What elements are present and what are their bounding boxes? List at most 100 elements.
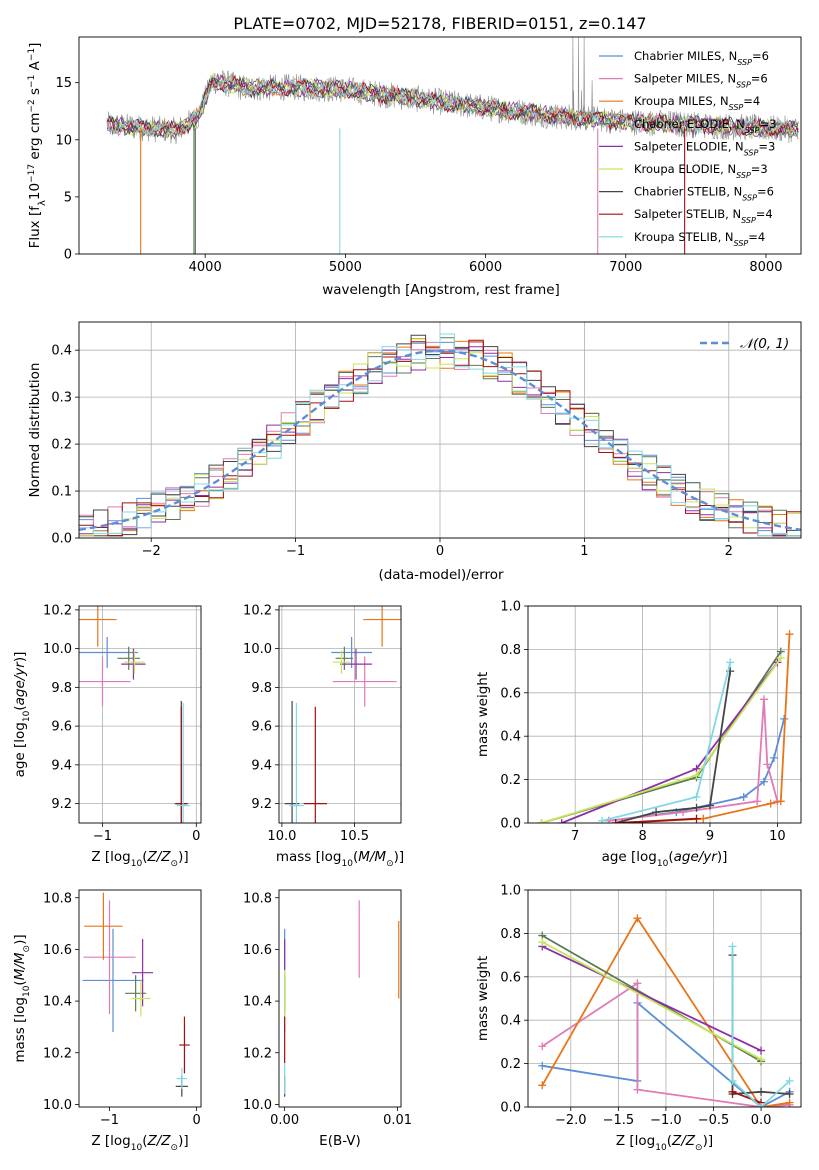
mass_vs_ebv-points [284,900,400,1097]
weight_vs_Z-xtick-label: −0.5 [698,1113,730,1128]
weight_vs_age-ytick-label: 0.8 [500,643,521,658]
marker-kroupa-elodie [692,771,701,780]
spectrum-ytick-label: 5 [64,190,72,205]
residuals-frame [78,321,802,539]
marker-salpeter-miles [633,979,642,988]
series-salpeter-stelib [615,817,697,823]
age_vs_Z-points [79,606,190,823]
mass_vs_ebv-ytick-label: 10.6 [243,943,272,958]
spectrum-ylabel: Flux [fλ10−17 erg cm−2 s−1 A−1] [27,43,48,249]
legend-label-salpeter-elodie: Salpeter ELODIE, NSSP=3 [634,139,775,157]
mass_vs_ebv-ytick-label: 10.2 [243,1046,272,1061]
residuals-xtick-label: 1 [580,544,588,559]
age_vs_mass-ytick-label: 9.2 [251,797,272,812]
weight_vs_age-xtick-label: 7 [571,829,579,844]
weight_vs_Z-xtick-label: −2.0 [555,1113,587,1128]
mass_vs_Z-xlabel: Z [log10(Z/Z⊙)] [91,1133,188,1153]
weight_vs_age-ylabel: mass weight [475,672,491,757]
spectrum-model-kroupa-miles [106,74,799,140]
marker-kroupa-elodie [776,654,785,663]
marker-chabrier-stelib [706,801,714,810]
weight_vs_age-xtick-label: 10 [769,829,786,844]
weight_vs_Z-series [538,914,794,1107]
residual-histograms [79,333,801,537]
weight_vs_Z-xtick-label: 0.0 [751,1113,772,1128]
series-kroupa-miles [541,916,790,1107]
weight_vs_age-ytick-label: 1.0 [500,600,521,615]
weight_vs_age-xlabel: age [log10(age/yr)] [602,849,728,869]
mass_vs_ebv-ytick-label: 10.0 [243,1098,272,1113]
spectrum-frame [78,36,802,255]
marker-chabrier-stelib [757,1087,766,1096]
age_vs_Z-ytick-label: 9.6 [51,720,72,735]
marker-kroupa-miles [785,1098,794,1107]
residuals-xtick-label: 0 [436,544,444,559]
mass_vs_Z-xtick-label: 0 [193,1113,201,1128]
weight_vs_Z-xtick-label: −1.5 [603,1113,635,1128]
weight_vs_Z-ytick-label: 1.0 [500,884,521,899]
marker-chabrier-stelib [692,803,701,812]
marker-chabrier-miles [770,753,779,762]
marker-kroupa-miles [699,814,708,823]
age_vs_Z-xtick-label: 0 [192,829,200,844]
marker-salpeter-miles [538,1042,547,1051]
spectrum-xtick-label: 4000 [189,260,222,275]
spectrum-legend: Chabrier MILES, NSSP=6 Salpeter MILES, NS… [599,49,776,247]
marker-chabrier-miles [759,777,768,786]
legend-label-normal: 𝒩(0, 1) [740,336,789,352]
marker-chabrier-stelib [652,808,661,817]
marker-kroupa-miles [785,630,794,639]
spectrum-lines [106,37,799,254]
series-salpeter-stelib [732,1090,762,1104]
weight_vs_age-ytick-label: 0.0 [500,817,521,832]
mass_vs_Z-frame [78,889,202,1108]
weight_vs_age-series [537,630,794,823]
mass_vs_Z-ytick-label: 10.6 [43,943,72,958]
legend-label-chabrier-elodie: Chabrier ELODIE, NSSP=3 [634,117,776,135]
age_vs_mass-ytick-label: 9.6 [251,720,272,735]
histogram-kroupa-stelib [79,333,801,537]
series-salpeter-elodie [541,945,762,1052]
marker-kroupa-miles [633,914,642,923]
age_vs_mass-ytick-label: 9.8 [251,681,272,696]
series-kroupa-miles [622,634,791,823]
spectrum-ytick-label: 15 [55,76,72,91]
emission-line [572,37,574,117]
spectrum-xtick-label: 6000 [469,260,502,275]
residuals-xtick-label: −2 [142,544,161,559]
mass_vs_Z-ytick-label: 10.0 [43,1098,72,1113]
mass_vs_Z-points [82,892,190,1097]
age_vs_Z-frame [78,605,202,824]
age_vs_Z-ylabel: age [log10(age/yr)] [12,652,32,778]
marker-chabrier-miles [538,1061,547,1070]
figure-title: PLATE=0702, MJD=52178, FIBERID=0151, z=0… [233,14,646,33]
weight_vs_age-xtick-label: 9 [706,829,714,844]
marker-salpeter-elodie [557,819,566,823]
residuals-xlabel: (data-model)/error [378,567,504,583]
series-kroupa-elodie [541,657,782,823]
weight_vs_Z-xlabel: Z [log10(Z/Z⊙)] [616,1133,713,1153]
residuals-ylabel: Normed distribution [27,363,43,498]
mass_vs_ebv-xtick-label: 0.00 [270,1113,299,1128]
marker-salpeter-miles [753,797,762,806]
marker-kroupa-stelib [598,816,607,823]
spectrum-model-kroupa-stelib [106,74,799,138]
age_vs_mass-ytick-label: 9.4 [251,758,272,773]
marker-kroupa-stelib [728,942,737,951]
residuals-ytick-label: 0.4 [51,344,72,359]
marker-kroupa-elodie [757,1055,766,1064]
residuals-ytick-label: 0.3 [51,391,72,406]
weight_vs_age-ytick-label: 0.4 [500,730,521,745]
age_vs_mass-ytick-label: 10.2 [243,603,272,618]
weight_vs_Z-ytick-label: 0.2 [500,1057,521,1072]
legend-label-chabrier-stelib: Chabrier STELIB, NSSP=6 [634,185,774,203]
spectrum-xtick-label: 8000 [749,260,782,275]
weight_vs_Z-ytick-label: 0.6 [500,970,521,985]
normal-curve [79,349,801,531]
mass_vs_Z-ytick-label: 10.4 [43,995,72,1010]
age_vs_Z-ytick-label: 9.4 [51,758,72,773]
spectrum-xlabel: wavelength [Angstrom, rest frame] [322,282,560,298]
weight_vs_age-ytick-label: 0.6 [500,686,521,701]
weight_vs_Z-ytick-label: 0.8 [500,927,521,942]
mass_vs_Z-xtick-label: −1 [100,1113,119,1128]
